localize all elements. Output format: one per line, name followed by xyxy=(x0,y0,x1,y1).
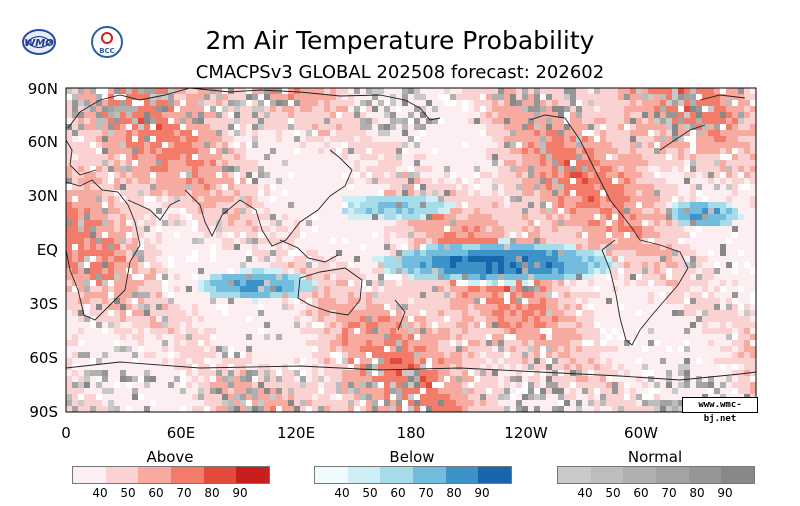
legend-below-swatch xyxy=(315,467,348,483)
legend-normal-swatch xyxy=(721,467,755,483)
lon-label-120w: 120W xyxy=(504,424,548,442)
legend-above-bar xyxy=(72,466,270,484)
legend-below-tick: 80 xyxy=(446,486,462,500)
legend-below-tick: 70 xyxy=(418,486,434,500)
legend-normal-tick: 70 xyxy=(661,486,677,500)
legend-below-swatch xyxy=(380,467,414,483)
legend-normal-swatch xyxy=(590,467,624,483)
map-title: 2m Air Temperature Probability xyxy=(205,26,595,55)
legend-below-swatch xyxy=(478,467,512,483)
coastlines xyxy=(65,87,757,381)
wmo-logo-text: WMO xyxy=(24,38,54,49)
legend-above-tick: 80 xyxy=(204,486,220,500)
legend-above-swatch xyxy=(203,467,237,483)
legend-above-tick: 70 xyxy=(176,486,192,500)
legend-above-swatch xyxy=(236,467,270,483)
legend-normal-swatch xyxy=(688,467,722,483)
lon-label-0: 0 xyxy=(61,424,71,442)
legend-normal-title: Normal xyxy=(627,448,683,466)
lat-label-30n: 30N xyxy=(27,187,58,205)
legend-below-title: Below xyxy=(389,448,435,466)
legend-normal-swatch xyxy=(558,467,591,483)
lat-label-60n: 60N xyxy=(27,133,58,151)
legend-above-tick: 40 xyxy=(92,486,108,500)
legend-above-swatch xyxy=(105,467,139,483)
legend-below-tick: 90 xyxy=(474,486,490,500)
legend-above-tick: 90 xyxy=(232,486,248,500)
bcc-logo-text: BCC xyxy=(99,47,115,55)
legend-normal-tick: 80 xyxy=(689,486,705,500)
lon-label-60w: 60W xyxy=(624,424,658,442)
legend-normal-tick: 60 xyxy=(633,486,649,500)
legend-above-title: Above xyxy=(146,448,194,466)
legend-below-tick: 60 xyxy=(390,486,406,500)
lat-label-60s: 60S xyxy=(29,349,58,367)
lat-label-90s: 90S xyxy=(29,403,58,421)
legend-above-tick: 60 xyxy=(148,486,164,500)
legend-normal-swatch xyxy=(623,467,657,483)
legend-below-tick: 50 xyxy=(362,486,378,500)
legend-normal-tick: 50 xyxy=(605,486,621,500)
legend-normal-tick: 90 xyxy=(717,486,733,500)
legend-below-bar xyxy=(314,466,512,484)
legend-below-swatch xyxy=(445,467,479,483)
lon-label-120e: 120E xyxy=(276,424,316,442)
lon-label-180: 180 xyxy=(396,424,426,442)
legend-above-tick: 50 xyxy=(120,486,136,500)
map-subtitle: CMACPSv3 GLOBAL 202508 forecast: 202602 xyxy=(195,62,605,83)
lat-label-30s: 30S xyxy=(29,295,58,313)
credit-label: www.wmc-bj.net xyxy=(682,397,758,424)
legend-normal-bar xyxy=(557,466,755,484)
lon-label-60e: 60E xyxy=(166,424,196,442)
legend-normal-tick: 40 xyxy=(577,486,593,500)
legend-below-tick: 40 xyxy=(334,486,350,500)
legend-above-swatch xyxy=(171,467,204,483)
legend-above-swatch xyxy=(73,467,106,483)
wmo-logo: WMO xyxy=(22,29,56,55)
bcc-logo: BCC xyxy=(91,26,123,58)
legend-below-swatch xyxy=(413,467,446,483)
map-frame xyxy=(65,87,757,413)
lat-label-eq: EQ xyxy=(36,241,58,259)
legend-normal-swatch xyxy=(656,467,689,483)
lat-label-90n: 90N xyxy=(27,80,58,98)
probability-field xyxy=(66,88,757,413)
legend-below-swatch xyxy=(347,467,381,483)
legend-above-swatch xyxy=(138,467,172,483)
